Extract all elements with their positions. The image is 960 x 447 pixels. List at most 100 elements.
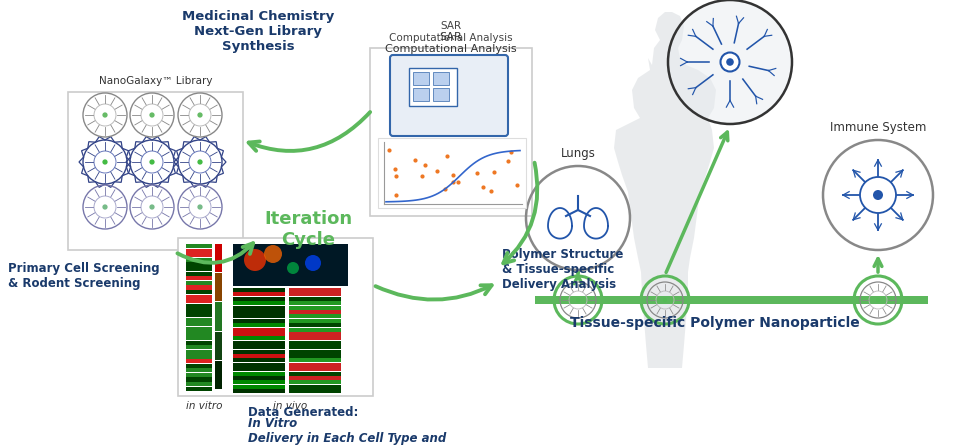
Point (510, 181, 525, 188)
Point (415, 172, 430, 179)
Circle shape (668, 0, 792, 124)
Bar (289, 288, 341, 292)
Point (445, 178, 461, 185)
Bar (186, 276, 212, 280)
Point (483, 187, 498, 194)
Bar (186, 249, 212, 253)
Bar (289, 301, 341, 305)
Bar (186, 313, 212, 317)
Bar (289, 297, 341, 301)
Bar (186, 368, 212, 372)
Text: in vivo: in vivo (274, 401, 307, 411)
Bar (233, 371, 285, 375)
Circle shape (662, 298, 667, 302)
Bar (289, 292, 341, 296)
Bar (289, 319, 341, 323)
Text: Immune System: Immune System (829, 121, 926, 134)
Circle shape (198, 204, 203, 210)
Circle shape (150, 204, 155, 210)
Bar (186, 299, 212, 304)
Bar (289, 380, 341, 384)
Bar (409, 68, 457, 106)
Bar (186, 322, 212, 326)
Bar (186, 354, 212, 358)
Circle shape (103, 112, 108, 118)
Bar (233, 350, 285, 354)
Point (407, 156, 422, 163)
Bar (186, 377, 212, 382)
Bar (186, 331, 212, 336)
Bar (233, 358, 285, 363)
Bar (289, 332, 341, 336)
Bar (68, 92, 243, 250)
Bar (186, 373, 212, 377)
Circle shape (305, 255, 321, 271)
Circle shape (726, 58, 733, 66)
Circle shape (198, 112, 203, 118)
Point (382, 146, 397, 153)
Bar (233, 319, 285, 323)
Bar (186, 244, 212, 248)
Point (389, 191, 404, 198)
Bar (186, 387, 212, 391)
Bar (289, 371, 341, 375)
Bar (186, 318, 212, 322)
Circle shape (150, 160, 155, 164)
Bar (289, 376, 341, 380)
Circle shape (103, 204, 108, 210)
Bar (186, 258, 212, 262)
Bar (215, 303, 222, 331)
Bar (289, 341, 341, 345)
Point (450, 178, 466, 186)
Point (475, 183, 491, 190)
Bar (233, 323, 285, 327)
Point (388, 173, 403, 180)
Bar (186, 363, 212, 368)
Bar (233, 306, 285, 310)
Bar (413, 72, 429, 85)
Circle shape (576, 298, 580, 302)
Point (417, 162, 432, 169)
Text: SAR
Computational Analysis: SAR Computational Analysis (389, 21, 513, 43)
Bar (289, 314, 341, 318)
Bar (215, 244, 222, 272)
Bar (289, 306, 341, 310)
Bar (186, 359, 212, 363)
Bar (433, 88, 449, 101)
Text: Lungs: Lungs (561, 147, 595, 160)
Bar (186, 272, 212, 276)
Bar (186, 308, 212, 312)
Bar (535, 296, 928, 304)
Point (429, 167, 444, 174)
Bar (233, 328, 285, 332)
Bar (186, 382, 212, 386)
Bar (186, 253, 212, 257)
Bar (233, 354, 285, 358)
Point (445, 172, 461, 179)
Bar (233, 314, 285, 318)
Bar (233, 288, 285, 292)
Circle shape (198, 160, 203, 164)
Bar (289, 358, 341, 363)
Bar (289, 354, 341, 358)
Bar (233, 244, 348, 286)
Bar (233, 380, 285, 384)
Bar (289, 337, 341, 341)
Bar (289, 385, 341, 389)
Bar (186, 345, 212, 350)
Point (439, 152, 454, 160)
Point (500, 157, 516, 164)
Bar (186, 295, 212, 299)
Point (503, 148, 518, 156)
Text: in vitro: in vitro (185, 401, 223, 411)
Bar (233, 385, 285, 389)
Text: Tissue-specific Polymer Nanoparticle: Tissue-specific Polymer Nanoparticle (570, 316, 860, 330)
Bar (233, 367, 285, 371)
Circle shape (873, 190, 883, 200)
Bar (233, 363, 285, 367)
Bar (186, 336, 212, 340)
Bar (233, 345, 285, 349)
Bar (233, 332, 285, 336)
Text: Iteration
Cycle: Iteration Cycle (264, 210, 352, 249)
Bar (289, 310, 341, 314)
